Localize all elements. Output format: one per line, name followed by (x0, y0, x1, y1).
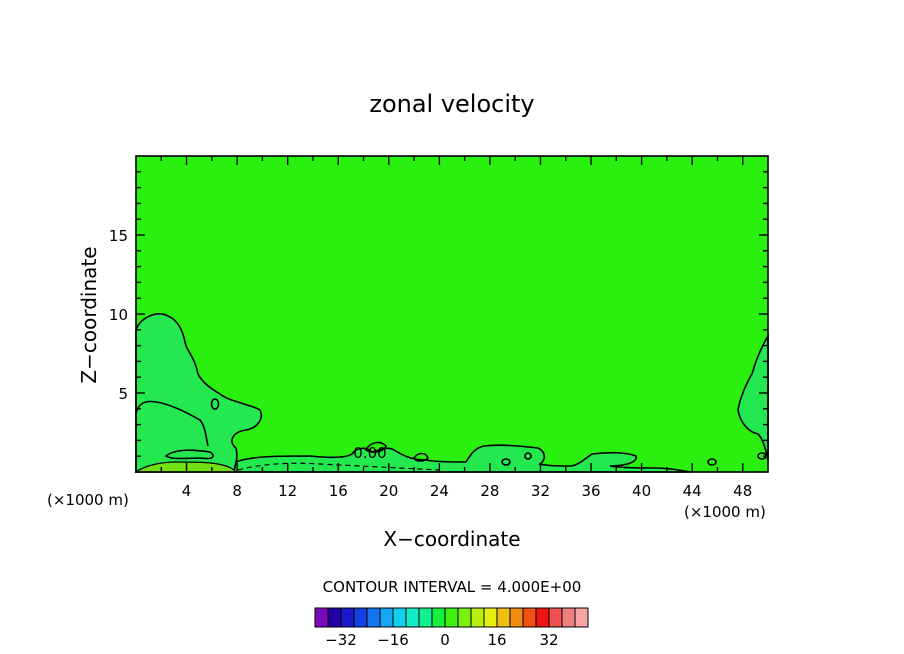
colorbar-swatch (340, 607, 355, 628)
colorbar-swatch (379, 607, 394, 628)
colorbar-tick-label: −16 (377, 631, 409, 649)
colorbar-swatch (483, 607, 498, 628)
colorbar-swatch (314, 607, 329, 628)
x-tick-label: 8 (232, 482, 242, 500)
y-tick-label: 10 (109, 306, 128, 324)
contour-label: 0.00 (353, 444, 386, 462)
colorbar-swatch (405, 607, 420, 628)
colorbar-swatch (457, 607, 472, 628)
x-tick-label: 44 (683, 482, 702, 500)
y-axis-label: Z−coordinate (77, 246, 101, 383)
x-tick-label: 16 (329, 482, 348, 500)
x-axis-label: X−coordinate (383, 527, 520, 551)
x-unit-left: (×1000 m) (47, 491, 129, 509)
colorbar-swatch (353, 607, 368, 628)
x-tick-label: 28 (480, 482, 499, 500)
colorbar-swatch (327, 607, 342, 628)
colorbar-swatch (535, 607, 550, 628)
y-tick-label: 5 (118, 385, 128, 403)
x-tick-label: 20 (379, 482, 398, 500)
colorbar-swatch (561, 607, 576, 628)
x-tick-label: 24 (430, 482, 449, 500)
x-tick-label: 4 (182, 482, 192, 500)
colorbar-tick-label: −32 (325, 631, 357, 649)
x-tick-label: 48 (733, 482, 752, 500)
contour-region-right (737, 333, 769, 461)
contour-line-inner-left (135, 400, 209, 447)
colorbar-swatch (431, 607, 446, 628)
colorbar-tick-label: 16 (487, 631, 506, 649)
colorbar-swatch (496, 607, 511, 628)
chart-title: zonal velocity (369, 90, 534, 118)
small-contours (164, 398, 767, 466)
colorbar-swatch (574, 607, 589, 628)
contour-region-left (135, 313, 262, 473)
y-axis: 5 10 15 (109, 171, 768, 457)
colorbar-swatch (392, 607, 407, 628)
colorbar-swatch (470, 607, 485, 628)
x-tick-label: 32 (531, 482, 550, 500)
x-tick-label: 12 (278, 482, 297, 500)
colorbar-swatch (366, 607, 381, 628)
colorbar-swatch (509, 607, 524, 628)
x-axis: 4 8 12 16 20 24 28 32 36 40 44 48 (160, 156, 752, 500)
y-tick-label: 15 (109, 227, 128, 245)
colorbar-swatch (522, 607, 537, 628)
colorbar-swatch (548, 607, 563, 628)
contour-field: 0.00 (134, 155, 769, 473)
x-tick-label: 36 (581, 482, 600, 500)
contour-line-negative-dashed (237, 462, 441, 471)
x-tick-label: 40 (632, 482, 651, 500)
colorbar-swatch (444, 607, 459, 628)
colorbar-tick-label: 32 (539, 631, 558, 649)
contour-interval-text: CONTOUR INTERVAL = 4.000E+00 (323, 578, 582, 596)
colorbar-swatch (418, 607, 433, 628)
colorbar-tick-label: 0 (440, 631, 450, 649)
x-unit-right: (×1000 m) (684, 503, 766, 521)
colorbar: −32 −16 0 16 32 (314, 607, 589, 649)
